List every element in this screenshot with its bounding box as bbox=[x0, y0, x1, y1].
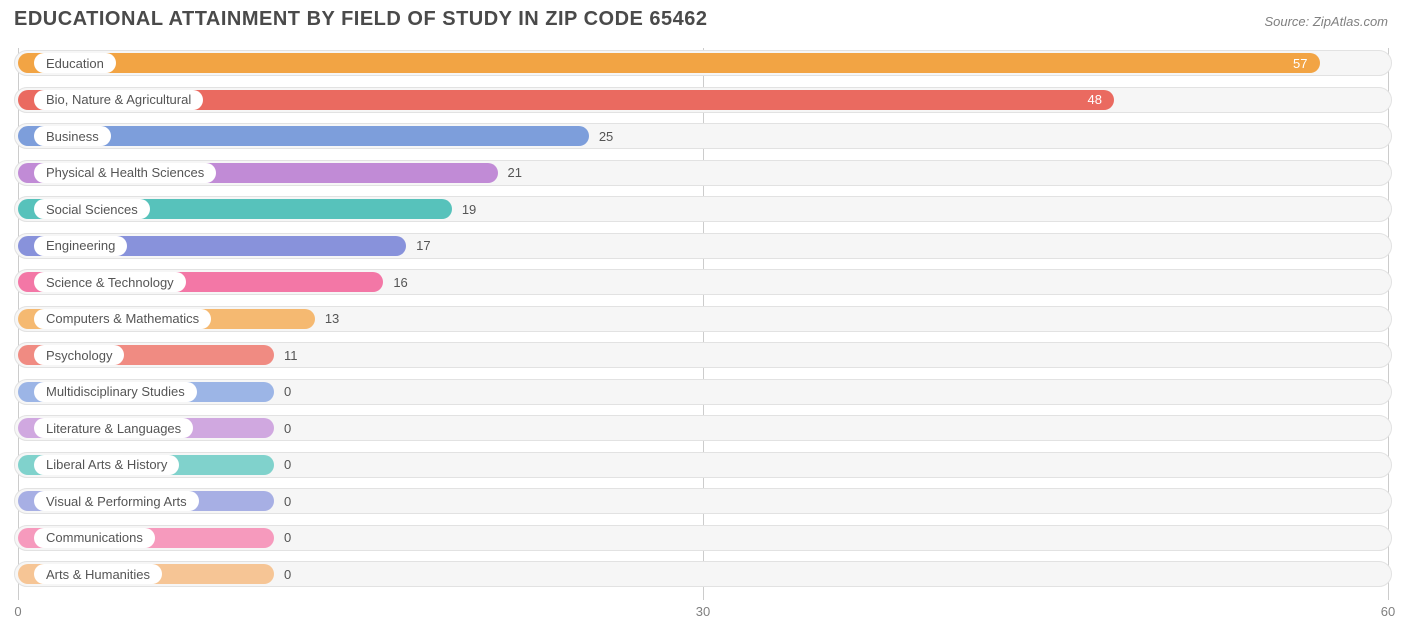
bar-label: Education bbox=[34, 53, 116, 73]
bar-value: 19 bbox=[462, 194, 476, 224]
bar-value: 48 bbox=[1088, 85, 1102, 115]
bar-row: Engineering 17 bbox=[14, 231, 1392, 261]
bar-value: 0 bbox=[284, 486, 291, 516]
bar-label: Liberal Arts & History bbox=[34, 455, 179, 475]
x-axis: 0 30 60 bbox=[14, 604, 1392, 624]
x-axis-tick: 60 bbox=[1381, 604, 1395, 619]
bar-label: Literature & Languages bbox=[34, 418, 193, 438]
bar-row: Science & Technology 16 bbox=[14, 267, 1392, 297]
bar-value: 0 bbox=[284, 413, 291, 443]
bar-row: Bio, Nature & Agricultural 48 bbox=[14, 85, 1392, 115]
bar-value: 0 bbox=[284, 450, 291, 480]
bar-row: Literature & Languages 0 bbox=[14, 413, 1392, 443]
bar-row: Liberal Arts & History 0 bbox=[14, 450, 1392, 480]
bar-row: Multidisciplinary Studies 0 bbox=[14, 377, 1392, 407]
bar-value: 21 bbox=[508, 158, 522, 188]
bar-label: Arts & Humanities bbox=[34, 564, 162, 584]
bar-value: 57 bbox=[1293, 48, 1307, 78]
bar-label: Visual & Performing Arts bbox=[34, 491, 199, 511]
bar-value: 11 bbox=[284, 340, 298, 370]
bar-label: Science & Technology bbox=[34, 272, 186, 292]
bar-value: 0 bbox=[284, 523, 291, 553]
bar-value: 25 bbox=[599, 121, 613, 151]
chart-source: Source: ZipAtlas.com bbox=[1264, 14, 1388, 29]
bar-row: Physical & Health Sciences 21 bbox=[14, 158, 1392, 188]
bar-value: 16 bbox=[393, 267, 407, 297]
x-axis-tick: 30 bbox=[696, 604, 710, 619]
bar-row: Psychology 11 bbox=[14, 340, 1392, 370]
chart-area: Education57Bio, Nature & Agricultural48B… bbox=[14, 48, 1392, 600]
chart-title: EDUCATIONAL ATTAINMENT BY FIELD OF STUDY… bbox=[14, 8, 708, 31]
bar-label: Business bbox=[34, 126, 111, 146]
bar bbox=[18, 53, 1320, 73]
bar-label: Engineering bbox=[34, 236, 127, 256]
bar-label: Communications bbox=[34, 528, 155, 548]
bar-row: Visual & Performing Arts 0 bbox=[14, 486, 1392, 516]
bar-value: 13 bbox=[325, 304, 339, 334]
bar-row: Social Sciences 19 bbox=[14, 194, 1392, 224]
bar-row: Computers & Mathematics 13 bbox=[14, 304, 1392, 334]
bar-label: Bio, Nature & Agricultural bbox=[34, 90, 203, 110]
bar-row: Arts & Humanities 0 bbox=[14, 559, 1392, 589]
bar-row: Business 25 bbox=[14, 121, 1392, 151]
bar-label: Multidisciplinary Studies bbox=[34, 382, 197, 402]
x-axis-tick: 0 bbox=[14, 604, 21, 619]
bar-label: Computers & Mathematics bbox=[34, 309, 211, 329]
bar-row: Education 57 bbox=[14, 48, 1392, 78]
bar-label: Physical & Health Sciences bbox=[34, 163, 216, 183]
bar-row: Communications 0 bbox=[14, 523, 1392, 553]
bar-value: 0 bbox=[284, 377, 291, 407]
bar-value: 17 bbox=[416, 231, 430, 261]
bar-label: Psychology bbox=[34, 345, 124, 365]
bar-label: Social Sciences bbox=[34, 199, 150, 219]
bar-value: 0 bbox=[284, 559, 291, 589]
